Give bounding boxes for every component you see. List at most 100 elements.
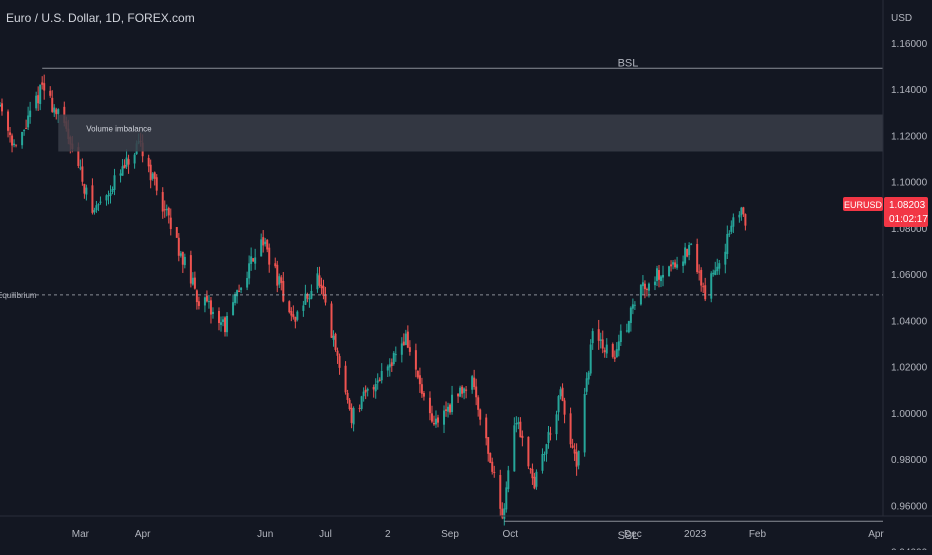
candle-body [29,110,32,118]
candle-body [240,287,243,291]
candle-body [105,195,108,201]
candle-body [358,407,361,409]
candle-body [479,409,482,420]
candle-body [724,251,727,265]
candle-body [573,449,576,454]
candle-body [294,316,297,322]
candle-body [422,393,425,397]
candle-body [428,397,431,414]
candle-body [191,277,194,285]
candle-body [451,394,454,412]
candle-body [645,288,648,290]
candle-body [563,400,566,415]
candle-body [547,431,550,443]
candle-body [541,454,544,471]
candle-body [714,270,717,276]
candle-body [195,290,198,303]
candle-body [83,184,86,194]
candle-body [660,276,663,282]
candle-body [374,383,377,392]
candle-body [475,386,478,398]
time-tick-label: Apr [135,529,151,540]
candle-body [268,247,271,265]
candle-body [597,329,600,341]
candle-body [561,387,564,401]
candle-body [617,341,620,351]
candle-body [555,414,558,435]
symbol-tag-label: EURUSD [844,200,883,210]
candle-body [348,399,351,410]
time-axis[interactable]: Mar Apr Jun Jul 2 Sep Oct Dec 2023 Feb Apr [0,515,932,540]
candle-body [111,189,114,193]
price-tick-label: 0.98000 [891,455,928,466]
candle-body [672,262,675,265]
candle-body [710,273,713,299]
candle-body [290,311,293,316]
time-tick-label: Apr [868,529,884,540]
level-label-ssl: SSL [618,530,639,542]
candle-body [430,413,433,422]
price-tick-label: 0.96000 [891,501,928,512]
candle-body [296,311,299,320]
candle-body [527,436,530,467]
time-tick-label: Dec [624,529,642,540]
candle-body [477,397,480,410]
level-label-bsl: BSL [618,57,639,69]
candle-body [738,214,741,218]
candle-body [288,301,291,313]
candle-body [169,217,172,230]
price-tick-label: 1.12000 [891,131,928,142]
candle-body [515,423,518,425]
candle-body [503,508,506,519]
candle-body [668,266,671,276]
candle-body [461,386,464,394]
candle-body [0,104,1,107]
candle-body [619,330,622,343]
candle-body [179,253,182,256]
candle-body [517,422,520,424]
time-tick-label: 2 [385,529,391,540]
candle-body [513,425,516,472]
price-tick-label: 1.04000 [891,316,928,327]
candle-body [643,283,646,290]
candle-body [443,410,446,425]
candle-body [109,193,112,196]
candle-body [352,408,355,425]
candle-body [653,281,656,286]
candle-body [11,135,14,146]
candle-body [535,471,538,487]
candle-body [445,409,448,411]
last-price-tag: EURUSD 1.08203 01:02:17 [843,197,928,227]
candle-body [657,270,660,280]
candle-body [531,468,534,479]
candle-body [418,375,421,385]
candle-body [13,143,16,146]
price-tick-label: 1.00000 [891,409,928,420]
candle-body [35,95,38,109]
candle-body [53,107,56,113]
price-axis[interactable]: USD 1.16000 1.14000 1.12000 1.10000 1.08000 1.… [882,0,928,555]
candle-body [718,263,721,269]
candle-body [177,237,180,256]
candle-body [21,131,24,146]
candle-body [360,396,363,409]
candle-body [51,97,54,112]
time-tick-label: 2023 [684,529,707,540]
candle-body [366,388,369,391]
candle-body [153,172,156,179]
level-label-equilibrium: Equilibrium [0,291,37,300]
price-tick-label: 1.16000 [891,39,928,50]
price-tick-label: 1.02000 [891,363,928,374]
candle-body [43,83,46,91]
price-axis-currency: USD [891,13,912,24]
price-tag-value: 1.08203 [889,200,926,211]
candle-body [740,207,743,216]
candle-body [436,417,439,423]
candle-body [292,314,295,318]
candle-body [639,284,642,305]
candle-body [49,90,52,96]
price-tick-label: 1.10000 [891,178,928,189]
candle-body [7,111,10,131]
